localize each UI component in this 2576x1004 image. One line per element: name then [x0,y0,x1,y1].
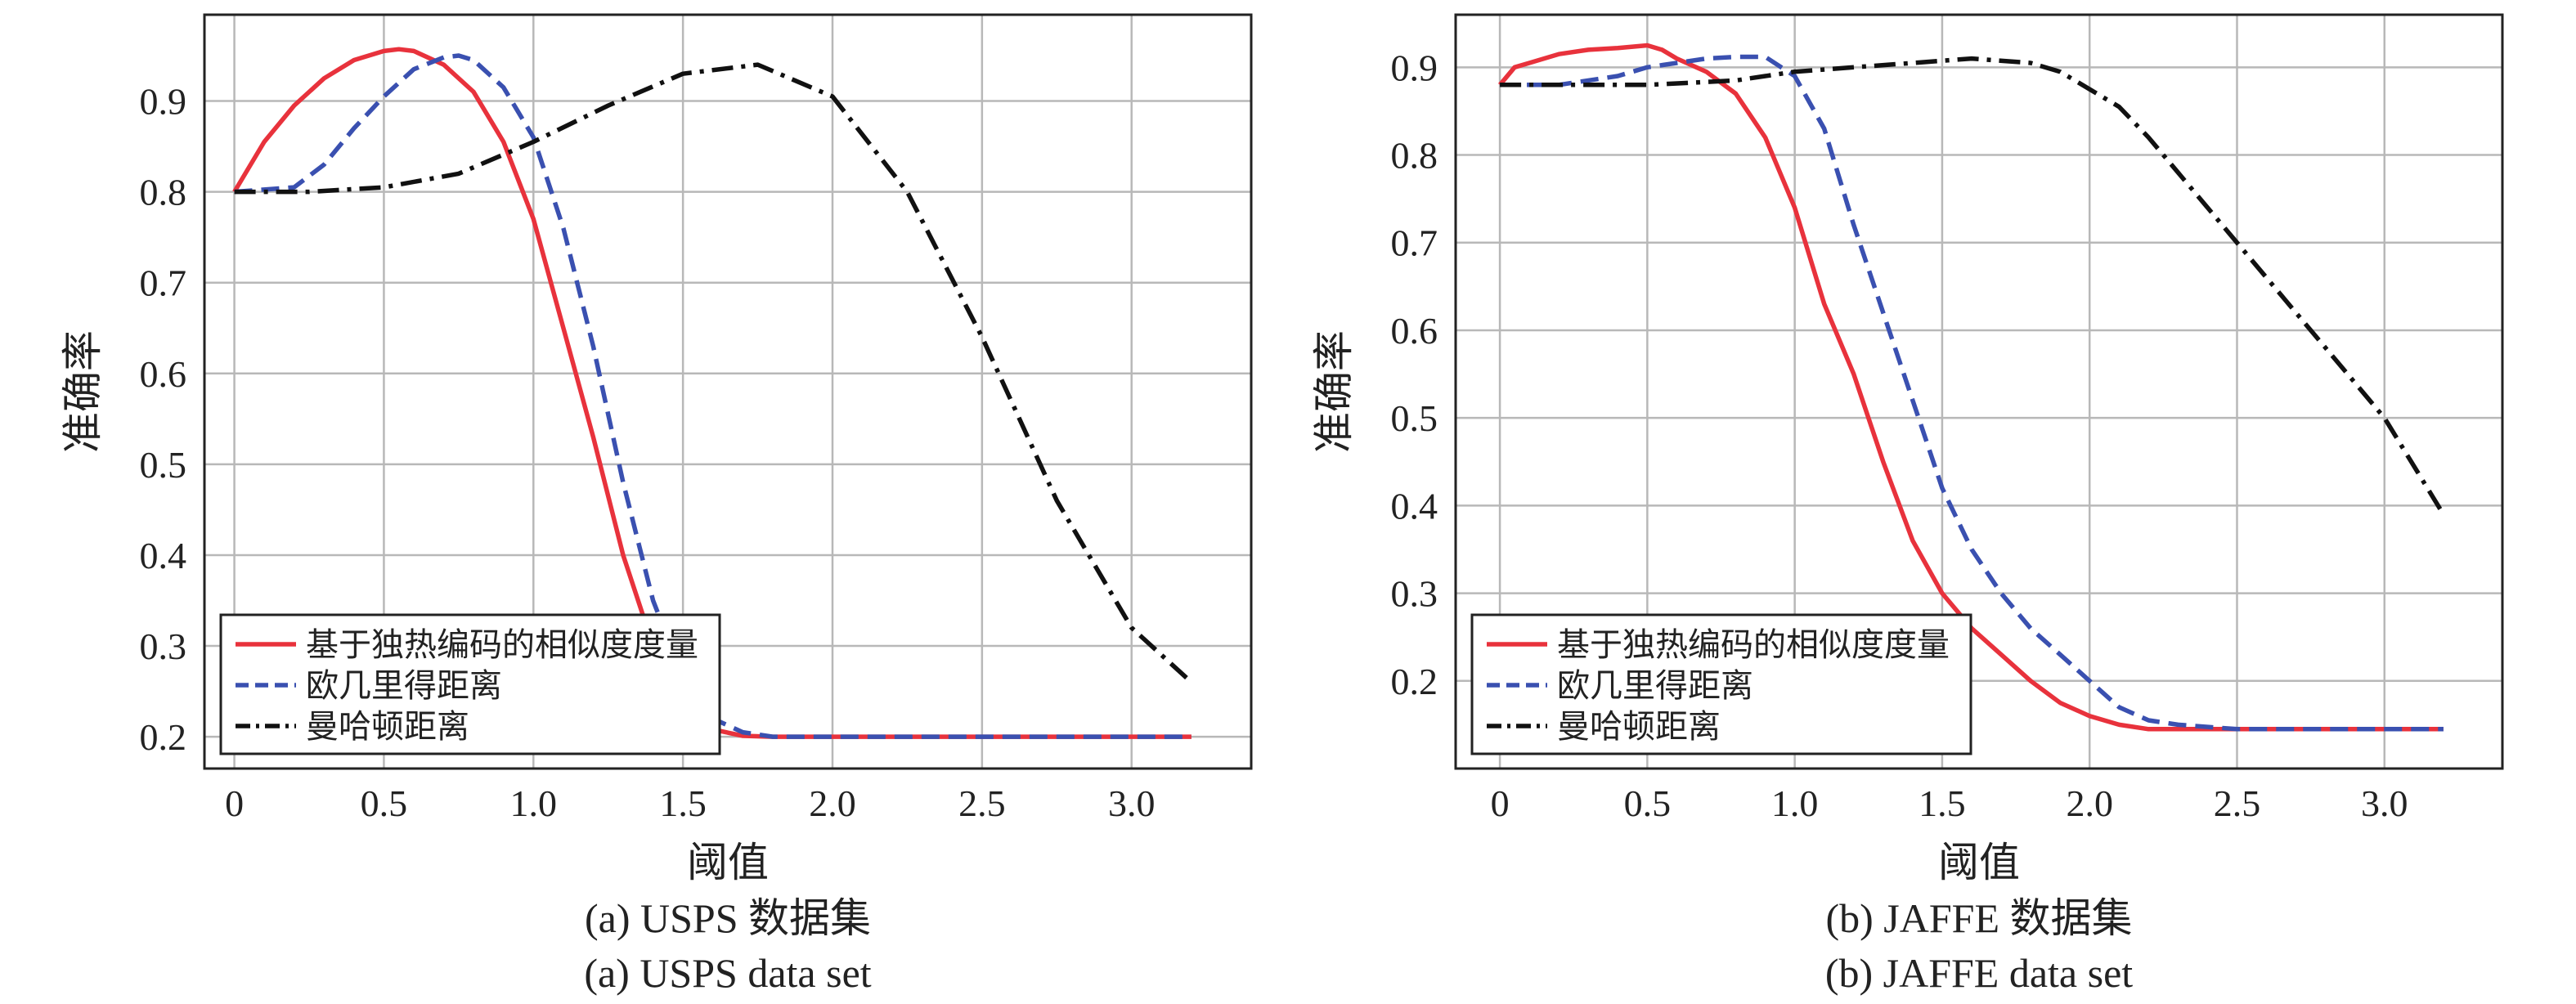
x-axis-label: 阈值 [1938,840,2020,885]
x-tick-label: 0.5 [361,782,408,824]
series-line [232,47,1192,739]
x-tick-label: 2.0 [2066,782,2113,824]
y-tick-label: 0.4 [1391,485,1438,527]
plot-frame [203,13,1253,770]
series-line [1500,56,2446,516]
x-tick-label: 1.0 [1771,782,1819,824]
series-line [1500,54,2444,732]
legend-label: 基于独热编码的相似度度量 [1557,626,1950,664]
y-tick-label: 0.5 [1391,397,1438,439]
x-tick-label: 0 [225,782,244,824]
caption-cn: (b) JAFFE 数据集 [1825,895,2132,941]
caption-en: (a) USPS data set [584,950,871,996]
y-tick-label: 0.7 [140,262,187,304]
y-tick-label: 0.7 [1391,222,1438,264]
caption-cn: (a) USPS 数据集 [585,895,871,941]
x-tick-label: 0.5 [1624,782,1672,824]
y-tick-label: 0.6 [1391,310,1438,352]
y-tick-label: 0.5 [140,444,187,486]
legend-label: 欧几里得距离 [1557,667,1753,705]
x-tick-label: 2.5 [2214,782,2261,824]
series-line [1497,43,2444,732]
x-tick-label: 3.0 [2361,782,2408,824]
x-axis-label: 阈值 [687,840,769,885]
y-tick-label: 0.4 [140,535,187,576]
legend-box [219,613,721,755]
legend-box [1470,613,1972,755]
x-tick-label: 2.5 [958,782,1006,824]
legend-label: 基于独热编码的相似度度量 [306,626,698,664]
x-tick-label: 0 [1491,782,1510,824]
x-tick-label: 2.0 [809,782,856,824]
y-tick-label: 0.3 [1391,573,1438,615]
y-tick-label: 0.9 [1391,47,1438,88]
y-axis-label: 准确率 [60,330,105,453]
x-tick-label: 1.0 [510,782,558,824]
y-axis-label: 准确率 [1311,330,1357,453]
y-tick-label: 0.2 [1391,661,1438,702]
legend-label: 曼哈顿距离 [1557,708,1721,746]
chart-panel-a: 0 0.5 1.0 1.5 2.0 2.5 3.0 0.2 0.3 0.4 0.5 0.6 0.7 0.8… [60,13,1253,996]
chart-panel-b: 0 0.5 1.0 1.5 2.0 2.5 3.0 0.2 0.3 0.4 0.5 0.6 0.7 0.8… [1311,13,2504,996]
y-tick-label: 0.8 [1391,135,1438,177]
y-tick-label: 0.6 [140,353,187,395]
plot-frame [1454,13,2504,770]
caption-en: (b) JAFFE data set [1825,950,2133,996]
y-tick-label: 0.3 [140,625,187,667]
legend-label: 曼哈顿距离 [306,708,469,746]
series-line [234,53,1192,739]
series-line [234,62,1193,684]
y-tick-label: 0.8 [140,172,187,213]
y-tick-label: 0.9 [140,81,187,123]
y-tick-label: 0.2 [140,716,187,758]
x-tick-label: 3.0 [1108,782,1156,824]
x-tick-label: 1.5 [1919,782,1966,824]
x-tick-label: 1.5 [659,782,707,824]
legend-label: 欧几里得距离 [306,667,502,705]
